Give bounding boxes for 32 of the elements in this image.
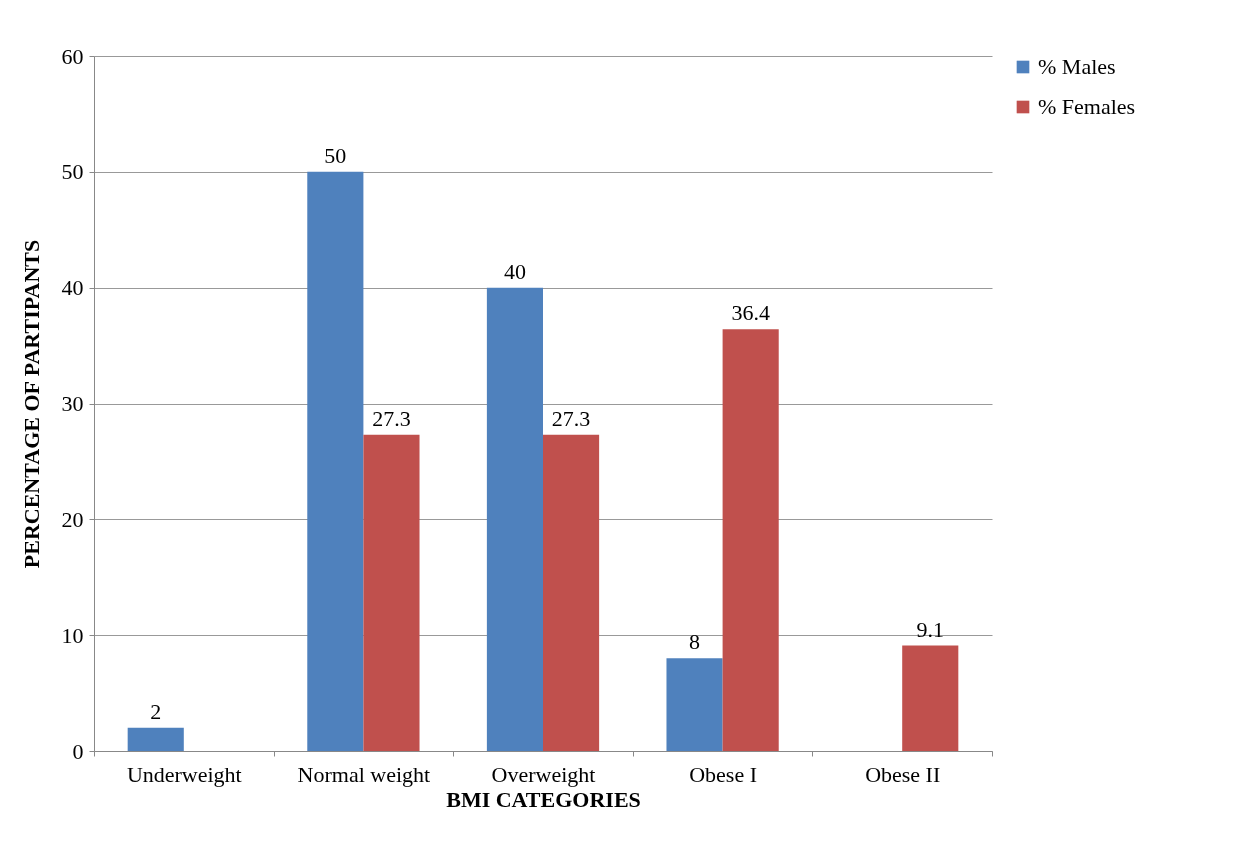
x-tick-label: Obese I [689,761,758,787]
bar [307,171,364,751]
bar [486,287,543,751]
legend-label: % Females [1038,94,1136,119]
data-label: 50 [324,142,347,168]
data-label: 8 [689,629,701,655]
data-label: 27.3 [551,405,591,431]
bar [722,329,779,751]
data-label: 40 [503,258,526,284]
x-tick-label: Overweight [491,761,596,787]
bar [666,658,723,751]
data-label: 9.1 [916,616,945,642]
data-label: 27.3 [372,405,411,431]
y-tick-label: 10 [61,622,84,648]
x-tick-label: Underweight [126,761,242,787]
y-tick-label: 0 [72,738,84,764]
x-tick-label: Normal weight [297,761,431,787]
y-tick-label: 50 [61,159,84,185]
y-tick-label: 40 [61,275,84,301]
x-axis-title: BMI CATEGORIES [446,786,641,812]
y-axis-title: PERCENTAGE OF PARTIPANTS [18,239,44,569]
data-label: 36.4 [731,300,770,326]
x-tick-label: Obese II [865,761,941,787]
y-tick-label: 30 [61,391,84,416]
legend-label: % Males [1038,54,1116,79]
y-tick-label: 60 [61,43,84,69]
bar [127,727,184,751]
data-label: 2 [150,698,162,724]
bar [543,434,600,751]
bar [902,645,959,751]
bar [363,434,420,751]
y-tick-label: 20 [61,506,84,532]
